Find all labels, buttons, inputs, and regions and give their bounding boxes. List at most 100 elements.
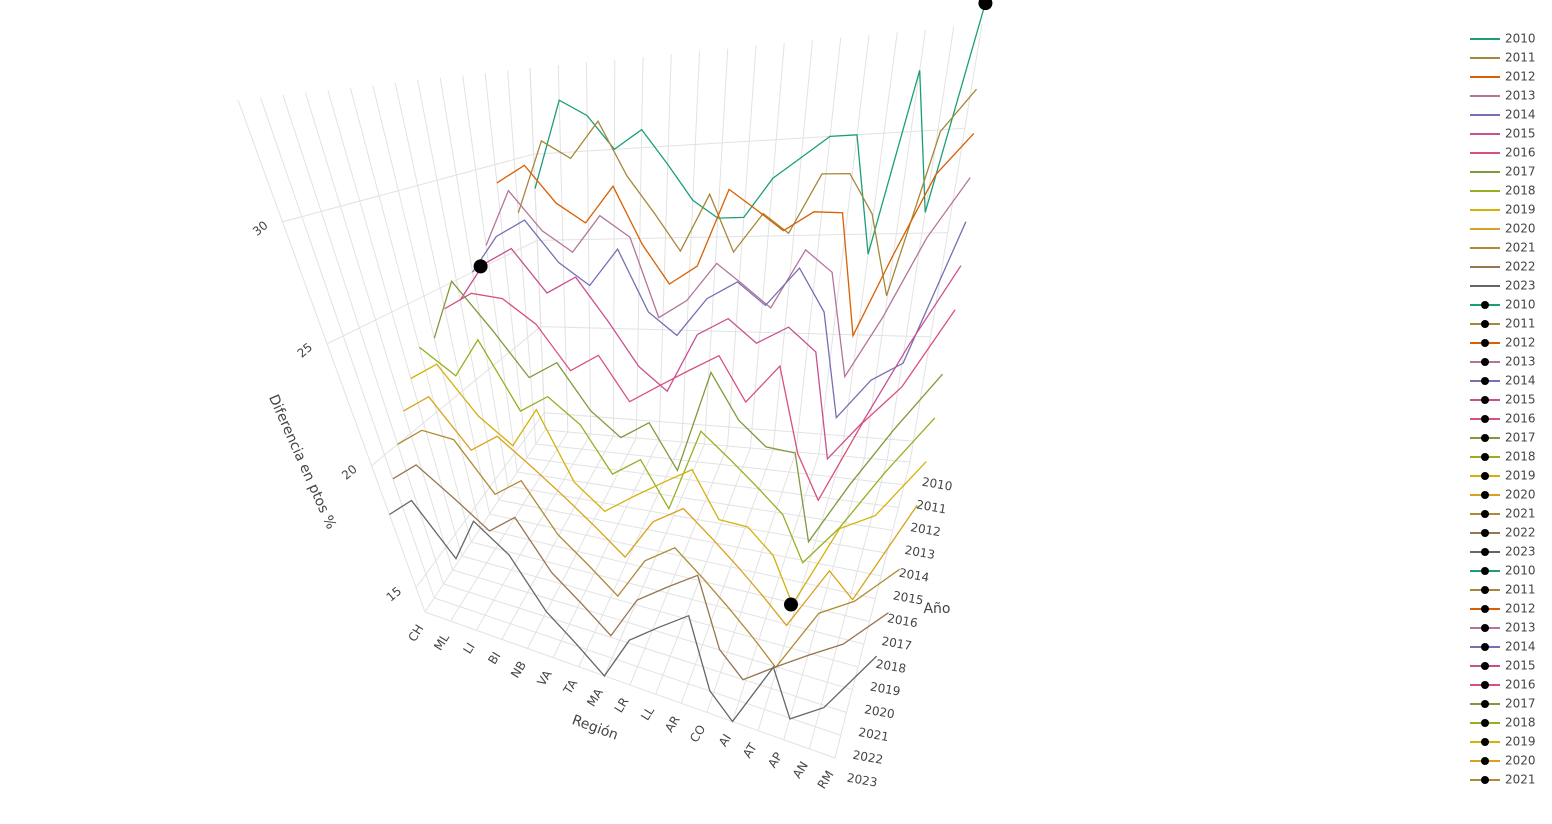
legend-marker [1481,301,1489,309]
marker-point [473,259,488,274]
z-grid-line [371,326,542,467]
region-grid-line [732,453,820,722]
legend-label: 2011 [1505,583,1536,597]
region-grid-line [841,32,898,457]
year-grid-line [484,72,528,459]
x-tick-label: AT [740,740,760,760]
legend-marker [1481,510,1489,518]
legend-label: 2012 [1505,336,1536,350]
legend-marker [1481,738,1489,746]
year-grid-line [327,90,463,557]
y-tick-label: 2019 [869,680,902,699]
x-tick-label: AP [765,750,785,771]
legend-marker [1481,662,1489,670]
legend-label: 2017 [1505,165,1536,179]
z-grid-line [544,412,914,442]
z-tick-label: 20 [339,462,360,483]
region-grid-line [629,445,728,686]
legend-label: 2015 [1505,393,1536,407]
legend-label: 2015 [1505,659,1536,673]
marker-point [783,597,798,612]
region-grid-line [557,65,569,433]
region-grid-line [527,437,637,649]
region-grid-line [501,435,614,640]
legend-marker [1481,776,1489,784]
y-tick-label: 2023 [846,771,879,790]
legend-label: 2022 [1505,260,1536,274]
year-grid-line [526,457,899,509]
legend-marker [1481,415,1489,423]
legend-label: 2015 [1505,127,1536,141]
y-tick-label: 2017 [880,634,913,653]
legend-label: 2014 [1505,640,1536,654]
region-grid-line [450,431,569,622]
legend-label: 2012 [1505,70,1536,84]
y-tick-label: 2018 [875,657,908,676]
series-line [392,464,889,681]
region-grid-line [586,62,592,435]
x-tick-label: BI [485,649,503,666]
legend-label: 2010 [1505,298,1536,312]
legend-label: 2014 [1505,108,1536,122]
legend-label: 2019 [1505,203,1536,217]
series-line [444,292,956,502]
region-grid-line [863,29,926,459]
series-line [397,429,900,669]
legend: 2010 2011 2012 2013 2014 2015 2016 2017 2018 2019… [1470,32,1536,787]
y-tick-label: 2015 [892,588,925,607]
z-axis-title: Diferencia en ptos % [265,392,339,532]
legend-label: 2021 [1505,507,1536,521]
year-grid-line [461,555,859,668]
x-tick-label: ML [431,631,452,653]
y-tick-label: 2010 [921,475,954,494]
legend-label: 2018 [1505,716,1536,730]
x-tick-label: VA [534,667,555,688]
legend-marker [1481,453,1489,461]
legend-marker [1481,624,1489,632]
region-grid-line [578,441,683,667]
legend-label: 2011 [1505,51,1536,65]
legend-marker [1481,757,1489,765]
z-tick-label: 25 [295,340,316,361]
region-grid-line [727,45,757,447]
series-line [485,177,971,379]
legend-marker [1481,548,1489,556]
legend-label: 2013 [1505,89,1536,103]
year-grid-line [237,99,426,613]
y-tick-label: 2022 [852,748,885,767]
legend-label: 2014 [1505,374,1536,388]
legend-label: 2017 [1505,697,1536,711]
x-tick-label: LR [612,695,632,715]
y-tick-label: 2020 [863,702,896,721]
region-grid-line [681,51,700,443]
z-grid-line [540,326,931,338]
legend-label: 2018 [1505,184,1536,198]
year-grid-line [480,527,870,622]
series-line [403,395,918,627]
legend-label: 2013 [1505,355,1536,369]
legend-marker [1481,339,1489,347]
series-line [418,338,936,564]
legend-marker [1481,472,1489,480]
year-grid-line [507,70,537,445]
y-tick-label: 2014 [898,566,931,585]
legend-label: 2010 [1505,32,1536,46]
z-tick-label: 30 [250,218,271,239]
series-line [471,219,967,420]
region-grid-line [635,56,644,439]
lines-group [389,0,993,723]
legend-marker [1481,586,1489,594]
x-tick-label: CH [405,622,426,644]
legend-label: 2022 [1505,526,1536,540]
region-grid-line [818,34,870,455]
year-grid-line [443,583,847,713]
z-grid-line [533,127,965,155]
legend-label: 2016 [1505,678,1536,692]
y-tick-label: 2011 [915,497,948,516]
legend-marker [1481,434,1489,442]
region-grid-line [795,37,842,453]
legend-marker [1481,643,1489,651]
legend-label: 2023 [1505,279,1536,293]
y-tick-label: 2012 [909,520,942,539]
